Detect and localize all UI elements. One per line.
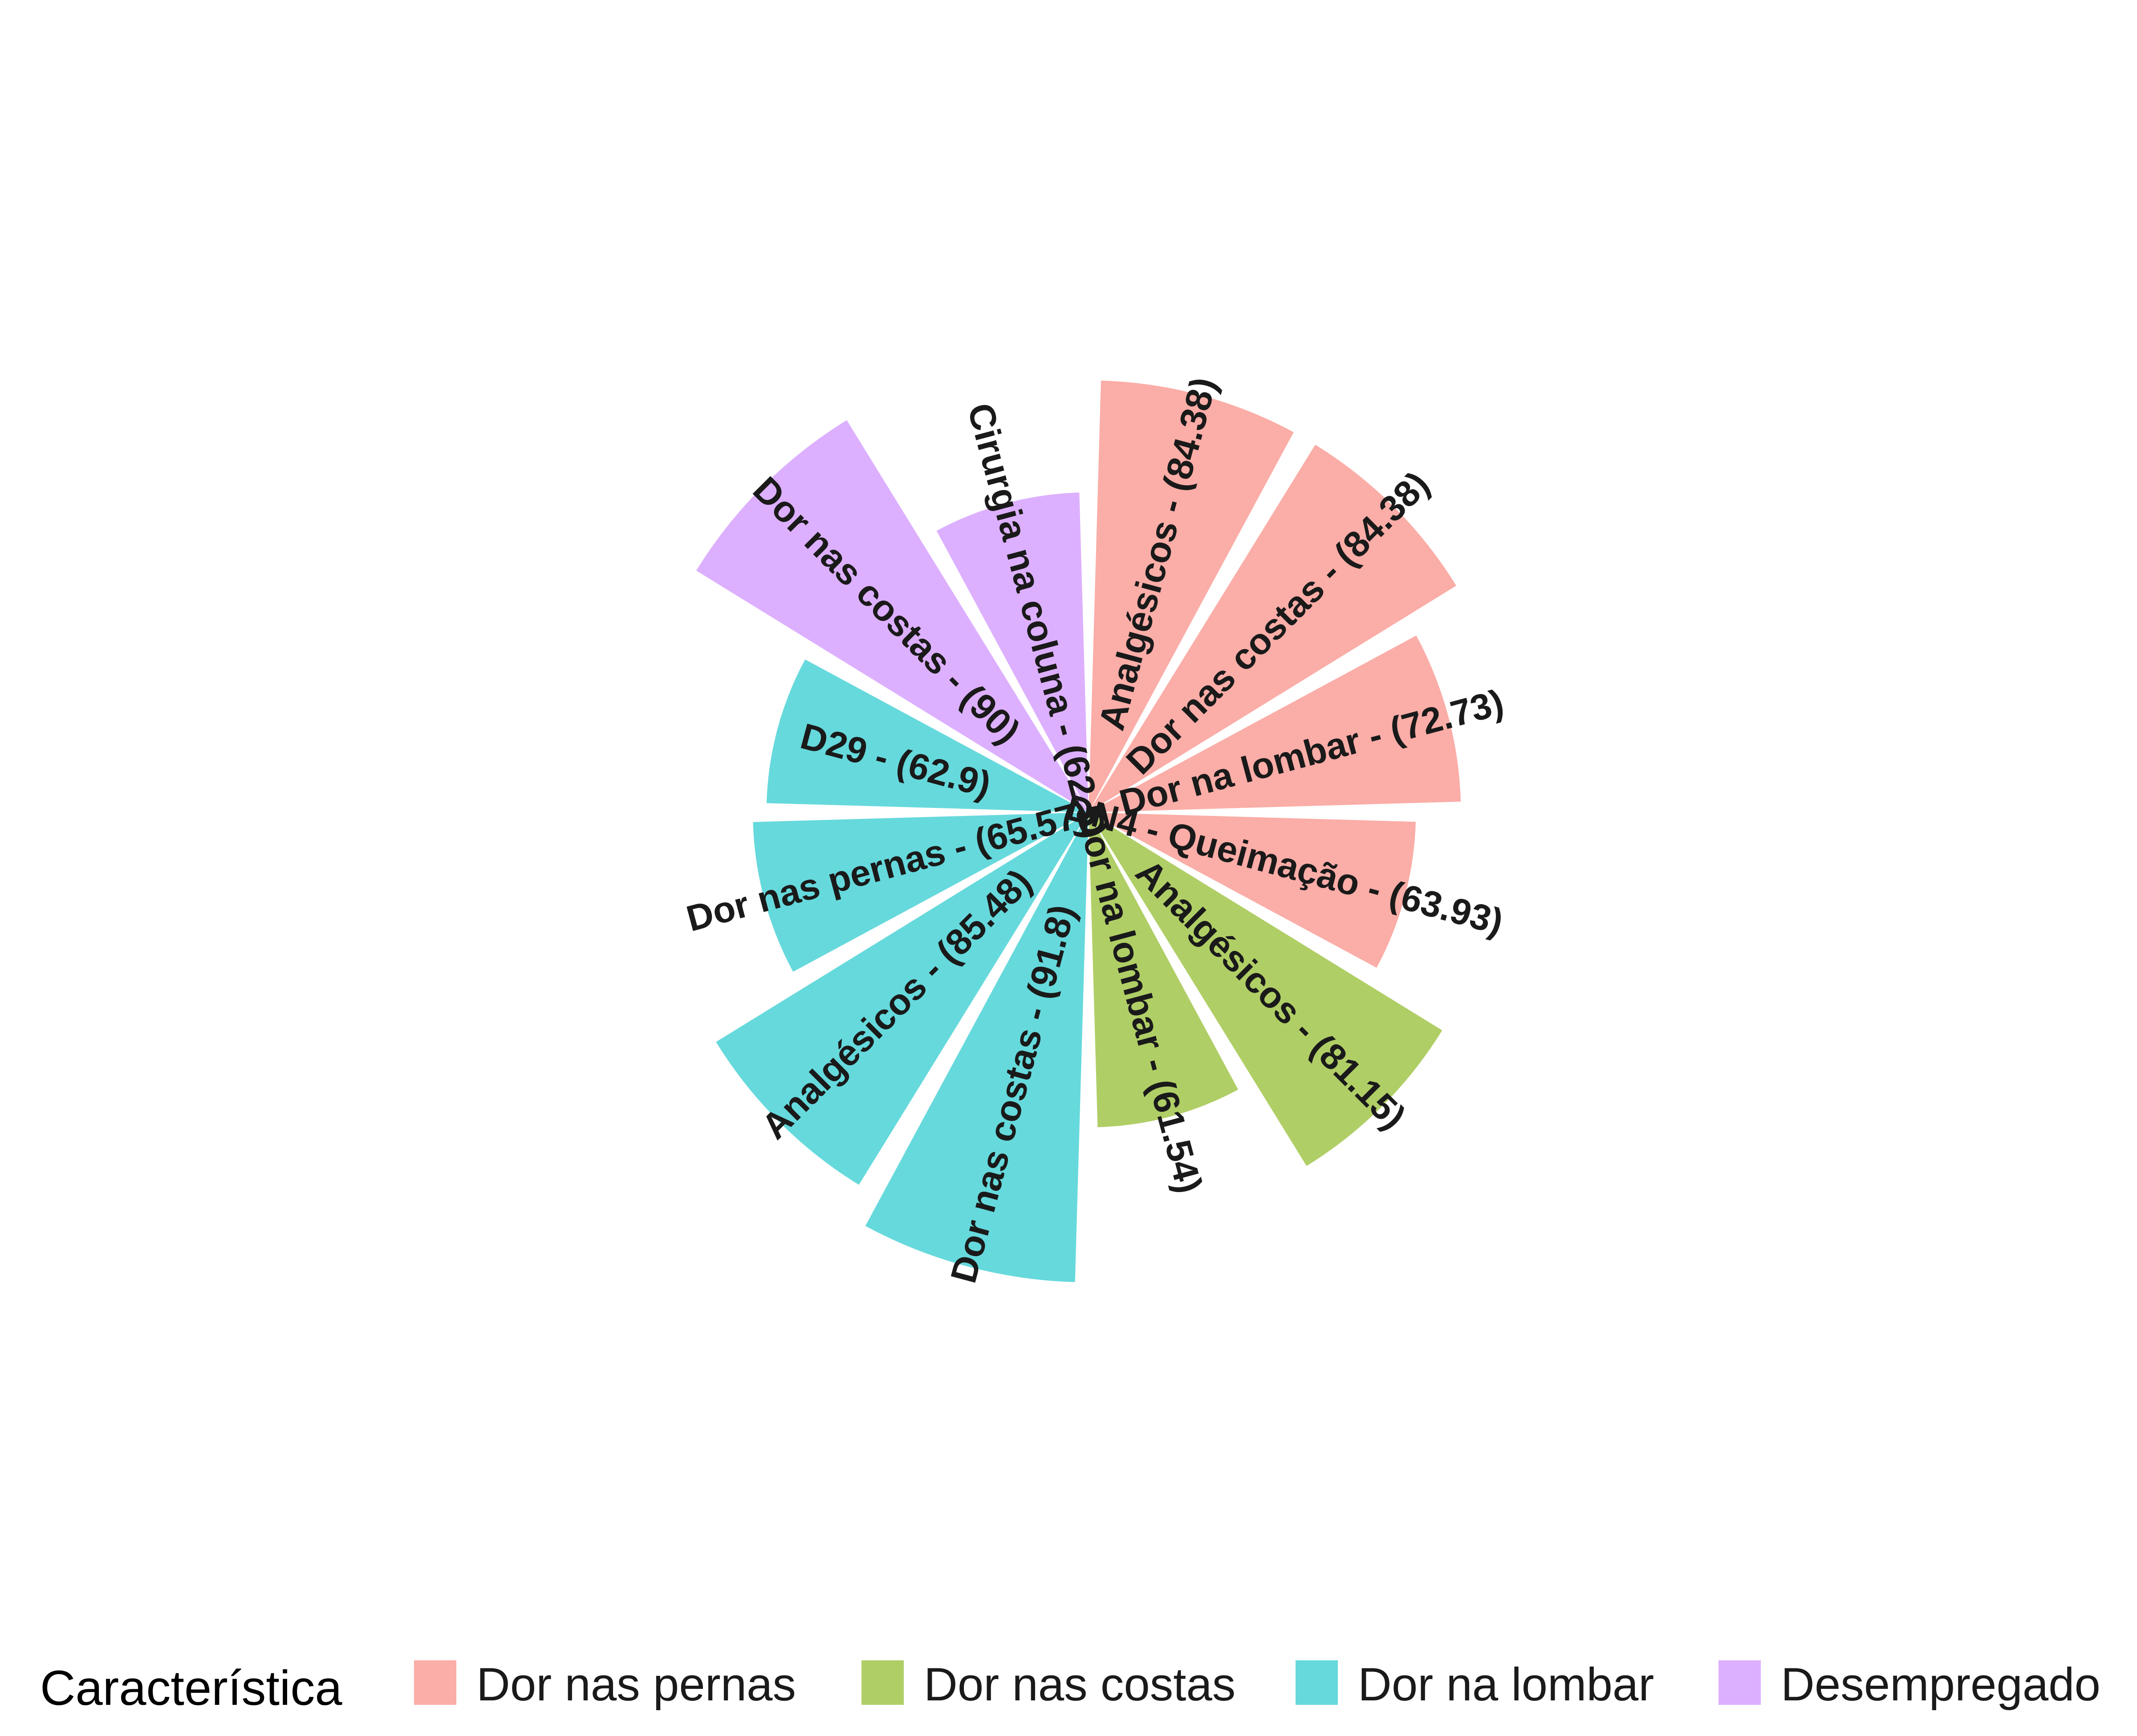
bar-1: [1089, 381, 1294, 812]
legend-item-2: Dor nas costas: [861, 1659, 1235, 1711]
bar-7: [865, 812, 1089, 1282]
legend: Característica Dor nas pernas Dor nas co…: [40, 1659, 2100, 1716]
bar-2: [1089, 445, 1456, 812]
legend-swatch-4: [1719, 1660, 1761, 1705]
legend-swatch-2: [861, 1660, 904, 1705]
legend-swatch-3: [1296, 1660, 1338, 1705]
legend-label-3: Dor na lombar: [1358, 1659, 1654, 1711]
legend-swatch-1: [414, 1660, 456, 1705]
bar-12: [936, 492, 1089, 812]
legend-title: Característica: [40, 1661, 342, 1716]
legend-item-4: Desempregado: [1719, 1659, 2100, 1711]
bar-6: [1089, 812, 1239, 1128]
legend-label-2: Dor nas costas: [924, 1659, 1235, 1711]
bar-3: [1089, 635, 1461, 812]
legend-label-4: Desempregado: [1781, 1659, 2100, 1711]
bar-10: [766, 659, 1089, 812]
legend-item-3: Dor na lombar: [1296, 1659, 1654, 1711]
bar-5: [1089, 812, 1442, 1166]
bar-11: [696, 420, 1089, 812]
bars-layer: [696, 381, 1461, 1282]
legend-item-1: Dor nas pernas: [414, 1659, 796, 1711]
legend-label-1: Dor nas pernas: [476, 1659, 796, 1711]
bar-9: [753, 812, 1089, 972]
bar-4: [1089, 812, 1416, 968]
bar-8: [716, 812, 1089, 1185]
